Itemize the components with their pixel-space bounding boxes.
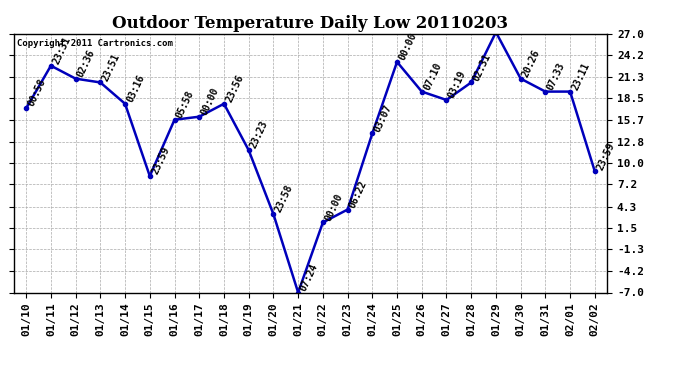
Text: 23:31: 23:31	[51, 35, 72, 66]
Text: 03:19: 03:19	[446, 69, 468, 100]
Text: 05:58: 05:58	[175, 89, 196, 120]
Text: 02:36: 02:36	[76, 48, 97, 79]
Text: 23:59: 23:59	[595, 141, 616, 171]
Text: 03:16: 03:16	[125, 73, 146, 104]
Text: 00:58: 00:58	[26, 78, 48, 108]
Text: 23:23: 23:23	[248, 119, 270, 150]
Text: 00:00: 00:00	[199, 86, 221, 117]
Text: 07:24: 07:24	[298, 262, 319, 292]
Text: Copyright 2011 Cartronics.com: Copyright 2011 Cartronics.com	[17, 39, 172, 48]
Text: 23:56: 23:56	[224, 73, 246, 104]
Text: 07:10: 07:10	[422, 61, 443, 92]
Text: 23:51: 23:51	[100, 52, 122, 82]
Text: 00:00: 00:00	[397, 31, 419, 62]
Text: 20:26: 20:26	[521, 48, 542, 79]
Title: Outdoor Temperature Daily Low 20110203: Outdoor Temperature Daily Low 20110203	[112, 15, 509, 32]
Text: 03:07: 03:07	[373, 103, 394, 134]
Text: 23:59: 23:59	[150, 145, 171, 176]
Text: 23:58: 23:58	[273, 183, 295, 214]
Text: 22:03: 22:03	[0, 374, 1, 375]
Text: 06:22: 06:22	[348, 179, 369, 210]
Text: 02:31: 02:31	[471, 52, 493, 82]
Text: 07:33: 07:33	[545, 61, 567, 92]
Text: 23:11: 23:11	[570, 61, 591, 92]
Text: 00:00: 00:00	[323, 192, 344, 222]
